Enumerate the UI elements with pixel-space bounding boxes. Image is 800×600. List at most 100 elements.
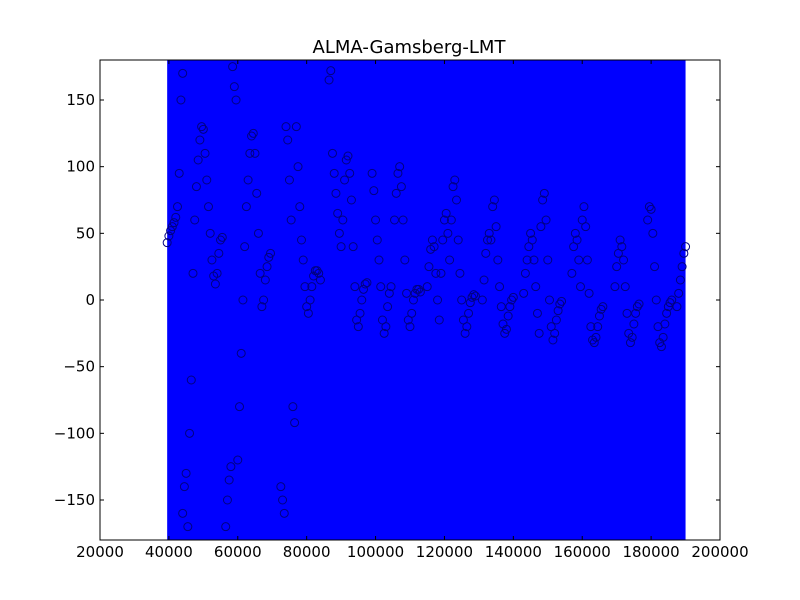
data-point xyxy=(393,168,403,178)
data-point xyxy=(166,226,176,236)
data-point xyxy=(324,75,334,85)
data-point xyxy=(643,215,653,225)
data-point xyxy=(255,268,265,278)
data-point xyxy=(259,295,269,305)
data-point xyxy=(346,195,356,205)
data-point xyxy=(240,242,250,252)
data-point xyxy=(197,122,207,132)
data-point xyxy=(634,299,644,309)
data-point xyxy=(436,268,446,278)
data-point xyxy=(376,282,386,292)
y-tick-label: 100 xyxy=(66,158,95,176)
data-point xyxy=(266,248,275,258)
data-point xyxy=(662,308,672,318)
chart-title: ALMA-Gamsberg-LMT xyxy=(313,37,507,58)
data-point xyxy=(481,248,491,258)
data-point xyxy=(241,202,251,212)
data-point xyxy=(281,122,291,132)
data-point xyxy=(164,231,174,241)
data-point xyxy=(300,282,310,292)
data-point xyxy=(248,128,258,138)
series-band xyxy=(167,60,686,540)
data-point xyxy=(674,288,684,298)
y-tick-label: −150 xyxy=(54,491,95,509)
data-point xyxy=(334,228,344,238)
data-point xyxy=(584,288,594,298)
data-point xyxy=(531,282,541,292)
data-point xyxy=(439,215,449,225)
data-point xyxy=(646,204,656,214)
x-tick-label: 60000 xyxy=(214,543,262,561)
data-point xyxy=(362,278,372,288)
data-point xyxy=(353,322,363,332)
x-tick-label: 160000 xyxy=(554,543,611,561)
data-point xyxy=(369,186,379,196)
data-point xyxy=(338,215,348,225)
data-point xyxy=(589,338,599,348)
data-point xyxy=(615,235,625,245)
data-point xyxy=(441,208,451,218)
data-point xyxy=(489,195,499,205)
data-point xyxy=(594,311,604,321)
data-point xyxy=(186,375,196,385)
data-point xyxy=(450,175,460,185)
data-point xyxy=(214,248,224,258)
data-point xyxy=(200,148,210,158)
data-point xyxy=(648,228,658,238)
data-point xyxy=(188,268,198,278)
data-point xyxy=(190,215,200,225)
data-point xyxy=(405,322,415,332)
data-point xyxy=(381,322,391,332)
data-point xyxy=(341,155,351,165)
data-point xyxy=(212,268,222,278)
data-point xyxy=(631,308,641,318)
data-point xyxy=(675,275,685,285)
data-point xyxy=(384,288,394,298)
data-point xyxy=(262,262,272,272)
data-point xyxy=(470,291,480,301)
data-point xyxy=(532,308,542,318)
data-point xyxy=(464,308,474,318)
data-point xyxy=(173,202,182,212)
data-point xyxy=(343,151,353,161)
data-point xyxy=(333,208,343,218)
data-point xyxy=(424,262,434,272)
data-point xyxy=(522,255,532,265)
data-point xyxy=(295,202,305,212)
data-point xyxy=(519,288,529,298)
data-point xyxy=(593,322,603,332)
data-point xyxy=(658,332,668,342)
data-point xyxy=(550,328,560,338)
data-point xyxy=(596,304,606,314)
data-point xyxy=(677,262,687,272)
data-point xyxy=(233,455,243,465)
data-point xyxy=(529,255,539,265)
x-tick-label: 20000 xyxy=(76,543,124,561)
data-point xyxy=(527,235,537,245)
data-point xyxy=(360,279,370,289)
data-point xyxy=(297,235,306,245)
data-point xyxy=(667,295,677,305)
data-point xyxy=(224,475,234,485)
data-point xyxy=(501,324,511,334)
data-point xyxy=(383,302,393,312)
data-point xyxy=(629,319,639,329)
data-point xyxy=(538,195,548,205)
data-point xyxy=(484,228,494,238)
data-point xyxy=(483,235,492,245)
data-point xyxy=(345,168,355,178)
data-point xyxy=(632,302,642,312)
data-point xyxy=(257,302,267,312)
data-point xyxy=(620,282,630,292)
data-point xyxy=(505,302,515,312)
data-point xyxy=(205,228,215,238)
data-point xyxy=(541,215,551,225)
x-tick-label: 80000 xyxy=(283,543,331,561)
data-point xyxy=(303,308,313,318)
data-point xyxy=(448,182,458,192)
data-point xyxy=(226,462,236,472)
data-point xyxy=(414,284,424,294)
data-point xyxy=(374,255,384,265)
data-point xyxy=(290,418,300,428)
